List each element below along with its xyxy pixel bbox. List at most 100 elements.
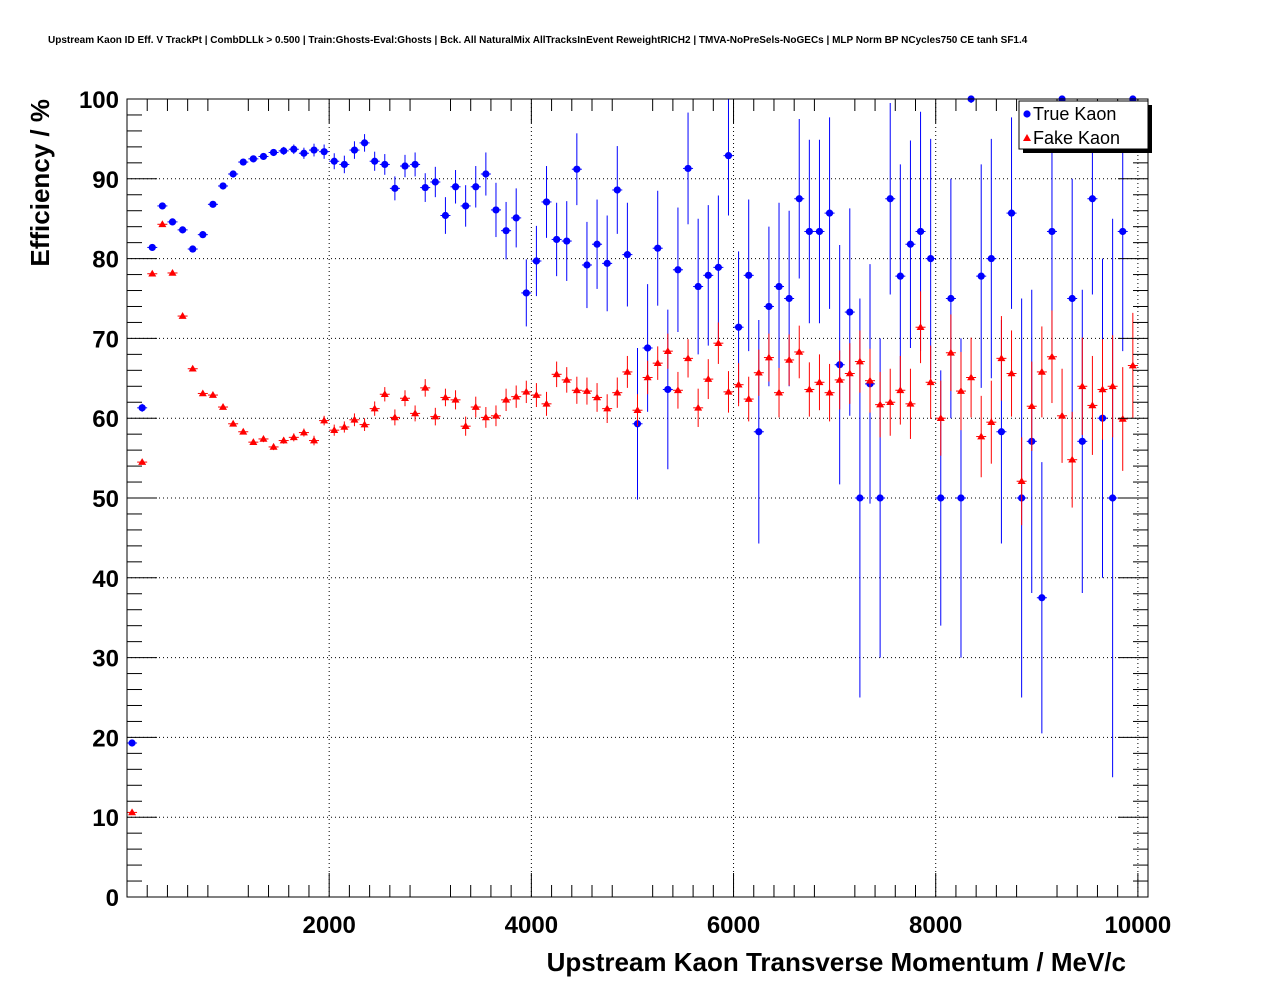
- data-point: [1017, 477, 1026, 485]
- data-point: [300, 149, 308, 157]
- data-point: [926, 378, 935, 386]
- data-point: [714, 263, 722, 271]
- data-point: [633, 406, 642, 414]
- data-point: [664, 385, 672, 394]
- data-point: [299, 428, 308, 436]
- data-point: [462, 202, 470, 210]
- legend-label: True Kaon: [1033, 104, 1116, 124]
- data-point: [946, 348, 955, 356]
- data-point: [532, 391, 541, 398]
- data-point: [451, 183, 460, 191]
- data-point: [896, 386, 905, 394]
- data-point: [1088, 195, 1097, 203]
- data-point: [1108, 382, 1117, 390]
- data-point: [613, 186, 621, 194]
- axis-tick-labels: 0 10 20 30 40 50 60 70 80 90 100 2000 4000 6000 8000 10…: [79, 87, 1171, 939]
- data-point: [937, 494, 945, 502]
- data-point: [421, 183, 429, 192]
- data-point: [745, 271, 753, 279]
- data-point: [643, 373, 652, 381]
- data-point: [401, 162, 409, 170]
- data-point: [815, 227, 824, 236]
- data-point: [158, 220, 167, 228]
- data-point: [886, 195, 894, 203]
- data-point: [856, 494, 864, 502]
- data-point: [128, 808, 137, 816]
- data-point: [239, 427, 248, 435]
- data-point: [997, 354, 1006, 362]
- series-true-kaon: [127, 95, 1138, 778]
- data-point: [593, 240, 601, 248]
- data-point: [320, 416, 329, 424]
- data-point: [320, 148, 328, 156]
- x-tick-label: 8000: [909, 912, 962, 939]
- data-point: [694, 403, 703, 411]
- data-point: [481, 413, 490, 421]
- data-point: [1098, 385, 1107, 393]
- data-point: [765, 302, 773, 311]
- data-point: [653, 359, 662, 366]
- data-point: [269, 442, 278, 450]
- data-point: [360, 139, 369, 147]
- data-point: [866, 376, 875, 384]
- data-point: [482, 170, 490, 178]
- data-point: [603, 404, 612, 412]
- data-point: [795, 347, 804, 355]
- data-point: [663, 347, 672, 354]
- data-point: [522, 289, 530, 297]
- data-point: [219, 403, 228, 410]
- legend-marker: [1023, 110, 1031, 118]
- data-point: [1007, 209, 1016, 217]
- data-point: [512, 214, 520, 222]
- data-point: [330, 426, 339, 433]
- data-point: [280, 147, 288, 155]
- data-point: [927, 255, 935, 263]
- data-point: [886, 398, 895, 406]
- data-point: [775, 282, 783, 291]
- data-point: [855, 357, 864, 365]
- data-point: [916, 227, 925, 236]
- y-tick-label: 80: [92, 247, 119, 274]
- data-point: [522, 387, 531, 395]
- data-point: [987, 418, 996, 425]
- data-point: [644, 344, 652, 352]
- data-point: [229, 170, 237, 178]
- data-point: [259, 152, 268, 161]
- legend-marker: [1023, 134, 1031, 141]
- data-point: [572, 386, 581, 394]
- data-point: [876, 400, 885, 408]
- y-tick-label: 50: [92, 486, 119, 513]
- data-point: [1068, 455, 1077, 463]
- data-point: [400, 394, 409, 402]
- x-tick-label: 4000: [505, 912, 558, 939]
- data-point: [421, 383, 430, 391]
- y-tick-label: 90: [92, 167, 119, 194]
- data-point: [310, 436, 319, 444]
- y-tick-label: 20: [92, 725, 119, 752]
- data-point: [188, 364, 197, 372]
- data-point: [279, 436, 288, 444]
- data-point: [148, 243, 156, 252]
- data-point: [471, 403, 480, 410]
- series-fake-kaon: [127, 220, 1138, 816]
- data-point: [562, 375, 571, 383]
- y-tick-label: 40: [92, 566, 119, 593]
- data-point: [785, 355, 794, 363]
- data-point: [189, 245, 197, 253]
- data-point: [330, 157, 338, 165]
- data-point: [805, 227, 813, 236]
- data-point: [289, 433, 298, 441]
- data-point: [552, 370, 561, 378]
- data-point: [795, 195, 803, 203]
- data-point: [290, 145, 298, 153]
- data-point: [1037, 367, 1046, 375]
- y-tick-label: 30: [92, 646, 119, 673]
- data-point: [1119, 227, 1127, 236]
- x-axis-label: Upstream Kaon Transverse Momentum / MeV/…: [547, 947, 1126, 977]
- data-point: [178, 312, 187, 319]
- x-tick-label: 2000: [302, 912, 355, 939]
- y-tick-label: 10: [92, 805, 119, 832]
- data-point: [128, 739, 136, 747]
- data-point: [977, 272, 985, 280]
